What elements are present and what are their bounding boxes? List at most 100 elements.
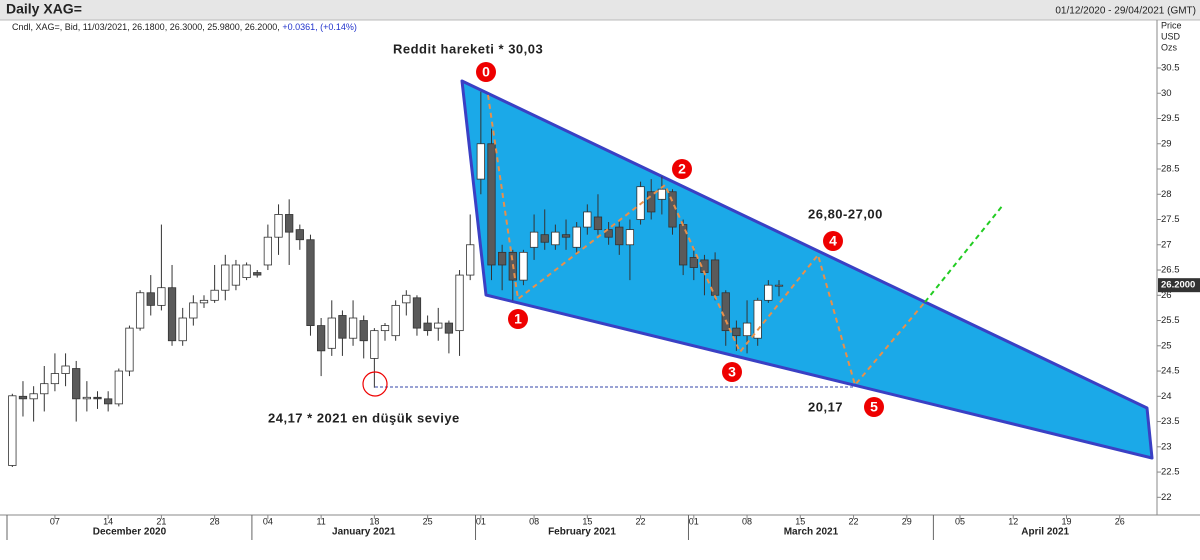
x-tick-label: 15: [582, 516, 592, 526]
candle-body: [742, 322, 752, 337]
x-tick-label: 12: [1008, 516, 1018, 526]
candle-body: [572, 226, 581, 248]
wave-badges: 0 1 2 3 4 5: [476, 62, 884, 417]
candle-body: [455, 274, 464, 332]
x-tick-label: 08: [529, 516, 539, 526]
annotation: 20,17: [808, 399, 843, 414]
info-text: Cndl, XAG=, Bid, 11/03/2021, 26.1800, 26…: [12, 22, 280, 32]
candle-body: [498, 251, 507, 266]
candle-body: [519, 251, 528, 281]
candle-body: [359, 320, 368, 342]
candle-body: [146, 292, 155, 306]
badge: [672, 159, 692, 179]
candle-body: [380, 325, 390, 332]
candle-body: [18, 395, 28, 400]
y-tick-label: 22.5: [1161, 467, 1180, 478]
x-tick-label: 29: [902, 516, 912, 526]
candle-body: [625, 229, 635, 246]
candle-body: [593, 216, 603, 231]
x-tick-label: 19: [1061, 516, 1071, 526]
y-tick-label: 24.5: [1161, 366, 1180, 377]
y-tick-label: 26.5: [1161, 265, 1180, 276]
y-tick-label: 25: [1161, 340, 1172, 351]
candle-body: [242, 264, 251, 279]
candle-body: [583, 211, 592, 228]
candle-body: [732, 327, 741, 337]
candle-body: [253, 272, 262, 276]
annotation: Reddit hareketi * 30,03: [393, 41, 543, 56]
candle-body: [615, 226, 624, 246]
candle-body: [231, 264, 241, 286]
badge: [476, 62, 496, 82]
y-tick-label: 29.5: [1161, 113, 1180, 124]
y-tick-label: 27.5: [1161, 214, 1180, 225]
breakout-path: [924, 204, 1004, 303]
candle-body: [370, 330, 379, 359]
x-tick-label: 21: [156, 516, 166, 526]
candle-body: [221, 264, 230, 291]
x-tick-label: 01: [689, 516, 699, 526]
candle-body: [604, 229, 613, 238]
candle-body: [274, 214, 283, 238]
candle-body: [316, 325, 326, 352]
y-tick-label: 26: [1161, 290, 1172, 301]
candle-body: [157, 287, 166, 306]
x-tick-label: 14: [103, 516, 113, 526]
month-label: February 2021: [548, 527, 616, 538]
candle-body: [104, 398, 113, 405]
y-axis-title: Ozs: [1161, 42, 1178, 52]
x-tick-label: 07: [50, 516, 60, 526]
x-tick-label: 04: [263, 516, 273, 526]
y-tick-label: 30: [1161, 88, 1172, 99]
last-price-label: 26.2000: [1161, 280, 1195, 291]
candles: [8, 199, 475, 468]
month-label: January 2021: [332, 527, 396, 538]
candle-body: [444, 322, 454, 334]
badge: [864, 397, 884, 417]
x-tick-label: 15: [795, 516, 805, 526]
candle-body: [61, 365, 70, 374]
y-tick-label: 28.5: [1161, 164, 1180, 175]
candle-body: [50, 373, 60, 385]
candle-body: [487, 143, 496, 266]
candle-body: [434, 322, 443, 329]
candle-body: [189, 302, 198, 319]
candle-body: [689, 256, 698, 268]
x-tick-label: 22: [849, 516, 859, 526]
month-label: December 2020: [93, 527, 167, 538]
last-price-box: [1158, 278, 1200, 293]
candle-body: [466, 244, 475, 276]
candle-body: [561, 234, 571, 238]
candle-body: [306, 239, 315, 326]
candle-body: [647, 191, 656, 213]
y-tick-label: 22: [1161, 492, 1172, 503]
candle-body: [721, 292, 730, 332]
candle-body: [402, 294, 411, 304]
candle-body: [199, 299, 209, 304]
x-tick-label: 05: [955, 516, 965, 526]
x-tick-label: 28: [210, 516, 220, 526]
candle-body: [295, 229, 304, 241]
x-tick-label: 25: [423, 516, 433, 526]
badge: [722, 362, 742, 382]
candle-body: [125, 327, 134, 372]
y-tick-label: 30.5: [1161, 63, 1180, 74]
badge-label: 3: [728, 364, 736, 380]
candle-body: [668, 191, 677, 228]
badge: [508, 309, 528, 329]
month-label: April 2021: [1021, 527, 1069, 538]
annotation: 24,17 * 2021 en düşük seviye: [268, 410, 460, 425]
y-tick-label: 23: [1161, 441, 1172, 452]
candle-body: [82, 396, 91, 400]
candle-body: [114, 370, 123, 405]
badge-label: 0: [482, 64, 490, 80]
date-range: 01/12/2020 - 29/04/2021 (GMT): [1055, 6, 1196, 17]
y-axis-title: USD: [1161, 31, 1181, 41]
y-tick-label: 29: [1161, 138, 1172, 149]
change-text: +0.0361, (+0.14%): [282, 22, 357, 32]
candle-body: [93, 396, 102, 400]
x-tick-label: 18: [369, 516, 379, 526]
badge: [823, 231, 843, 251]
candle-body: [348, 317, 358, 339]
